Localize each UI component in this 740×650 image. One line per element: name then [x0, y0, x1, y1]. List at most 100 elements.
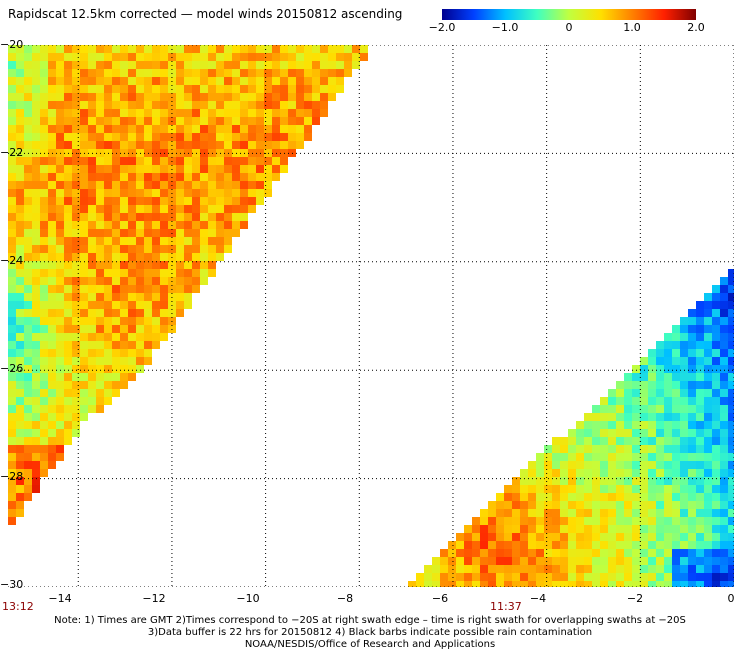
wind-cell — [256, 109, 264, 117]
wind-cell — [712, 573, 720, 581]
wind-cell — [144, 109, 152, 117]
wind-cell — [144, 85, 152, 93]
wind-cell — [48, 453, 56, 461]
wind-cell — [200, 69, 208, 77]
wind-cell — [16, 501, 24, 509]
wind-cell — [648, 581, 656, 587]
wind-cell — [224, 197, 232, 205]
wind-cell — [24, 125, 32, 133]
wind-cell — [304, 109, 312, 117]
wind-cell — [112, 389, 120, 397]
wind-cell — [216, 85, 224, 93]
wind-cell — [608, 533, 616, 541]
graticule — [8, 45, 734, 587]
wind-cell — [264, 141, 272, 149]
wind-cell — [280, 61, 288, 69]
wind-cell — [640, 365, 648, 373]
wind-cell — [192, 173, 200, 181]
wind-cell — [32, 261, 40, 269]
wind-cell — [64, 93, 72, 101]
wind-cell — [552, 445, 560, 453]
wind-cell — [256, 69, 264, 77]
wind-cell — [16, 101, 24, 109]
wind-cell — [680, 517, 688, 525]
wind-cell — [208, 189, 216, 197]
wind-cell — [40, 317, 48, 325]
wind-cell — [24, 333, 32, 341]
wind-cell — [720, 333, 728, 341]
wind-cell — [624, 541, 632, 549]
wind-cell — [16, 245, 24, 253]
wind-cell — [472, 517, 480, 525]
wind-cell — [120, 341, 128, 349]
wind-cell — [504, 501, 512, 509]
wind-cell — [104, 389, 112, 397]
wind-cell — [576, 485, 584, 493]
wind-cell — [16, 445, 24, 453]
wind-cell — [56, 405, 64, 413]
wind-cell — [264, 109, 272, 117]
wind-cell — [712, 477, 720, 485]
wind-cell — [208, 45, 216, 53]
wind-cell — [56, 365, 64, 373]
wind-cell — [512, 573, 520, 581]
wind-cell — [552, 581, 560, 587]
wind-cell — [704, 445, 712, 453]
wind-cell — [520, 477, 528, 485]
wind-cell — [56, 317, 64, 325]
wind-cell — [16, 349, 24, 357]
wind-cell — [80, 117, 88, 125]
wind-cell — [232, 77, 240, 85]
wind-cell — [128, 181, 136, 189]
wind-cell — [192, 269, 200, 277]
wind-cell — [16, 53, 24, 61]
wind-cell — [728, 341, 734, 349]
wind-cell — [720, 525, 728, 533]
wind-cell — [544, 461, 552, 469]
wind-cell — [136, 109, 144, 117]
wind-cell — [472, 525, 480, 533]
wind-cell — [184, 101, 192, 109]
wind-cell — [72, 85, 80, 93]
lon-tick-label: 0 — [727, 592, 735, 605]
wind-cell — [648, 533, 656, 541]
wind-cell — [712, 397, 720, 405]
wind-cell — [80, 413, 88, 421]
wind-cell — [576, 581, 584, 587]
wind-cell — [184, 269, 192, 277]
wind-cell — [552, 549, 560, 557]
wind-cell — [720, 485, 728, 493]
wind-cell — [8, 237, 16, 245]
wind-cell — [704, 437, 712, 445]
wind-cell — [520, 501, 528, 509]
wind-cell — [16, 357, 24, 365]
wind-cell — [152, 261, 160, 269]
wind-cell — [536, 517, 544, 525]
wind-cell — [152, 69, 160, 77]
wind-cell — [728, 317, 734, 325]
wind-cell — [8, 501, 16, 509]
wind-cell — [96, 229, 104, 237]
wind-cell — [192, 157, 200, 165]
wind-cell — [600, 469, 608, 477]
wind-cell — [72, 117, 80, 125]
wind-cell — [80, 293, 88, 301]
wind-cell — [72, 77, 80, 85]
wind-cell — [584, 525, 592, 533]
wind-cell — [16, 509, 24, 517]
wind-cell — [64, 365, 72, 373]
wind-cell — [584, 581, 592, 587]
wind-cell — [112, 173, 120, 181]
wind-cell — [592, 421, 600, 429]
wind-cell — [616, 509, 624, 517]
wind-cell — [264, 157, 272, 165]
wind-cell — [720, 277, 728, 285]
wind-cell — [480, 549, 488, 557]
wind-cell — [184, 93, 192, 101]
wind-cell — [680, 413, 688, 421]
wind-cell — [16, 325, 24, 333]
wind-cell — [568, 493, 576, 501]
wind-cell — [720, 293, 728, 301]
wind-cell — [24, 197, 32, 205]
wind-cell — [32, 453, 40, 461]
